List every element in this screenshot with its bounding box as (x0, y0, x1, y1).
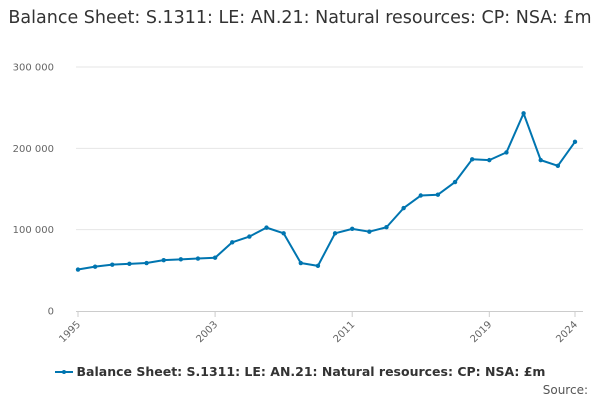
data-point[interactable] (230, 240, 235, 245)
data-point[interactable] (367, 229, 372, 234)
data-point[interactable] (298, 260, 303, 266)
data-point[interactable] (264, 225, 269, 230)
data-point[interactable] (384, 225, 389, 230)
data-point[interactable] (75, 267, 81, 272)
data-point[interactable] (110, 262, 115, 267)
legend-label: Balance Sheet: S.1311: LE: AN.21: Natura… (76, 364, 546, 379)
data-point[interactable] (487, 157, 492, 163)
data-point[interactable] (92, 264, 98, 269)
source-label: Source: (542, 383, 588, 397)
data-point[interactable] (144, 260, 149, 266)
data-point[interactable] (435, 192, 441, 197)
axes: 0 100 000 200 000 300 000 1995 2003 2011 2019 20… (13, 63, 583, 345)
data-point[interactable] (555, 163, 561, 169)
data-point[interactable] (281, 231, 286, 236)
y-tick-label: 200 000 (13, 144, 54, 155)
data-point[interactable] (127, 261, 132, 267)
legend[interactable]: Balance Sheet: S.1311: LE: AN.21: Natura… (0, 364, 600, 379)
data-point[interactable] (315, 263, 321, 269)
series-line (77, 112, 576, 271)
data-point[interactable] (195, 256, 201, 261)
y-tick-label: 300 000 (13, 63, 54, 74)
data-point[interactable] (212, 255, 218, 260)
x-tick-label: 2003 (194, 319, 220, 345)
data-point[interactable] (401, 205, 406, 211)
x-tick-label: 2011 (332, 319, 358, 345)
y-tick-label: 100 000 (13, 225, 54, 236)
chart-title: Balance Sheet: S.1311: LE: AN.21: Natura… (8, 8, 592, 28)
data-point[interactable] (161, 257, 166, 263)
data-point[interactable] (418, 193, 423, 198)
data-point[interactable] (452, 179, 458, 185)
data-point[interactable] (350, 226, 355, 232)
x-tick-label: 2024 (554, 319, 580, 345)
data-point[interactable] (178, 257, 184, 262)
data-point[interactable] (572, 139, 578, 145)
x-tick-label: 1995 (57, 319, 83, 345)
series-layer (75, 111, 578, 272)
data-point[interactable] (247, 234, 252, 239)
gridlines (76, 66, 583, 231)
data-point[interactable] (332, 231, 338, 236)
data-point[interactable] (504, 150, 509, 155)
x-tick-label: 2019 (469, 319, 495, 345)
data-point[interactable] (538, 157, 543, 163)
data-point[interactable] (469, 157, 475, 162)
data-point[interactable] (521, 111, 526, 116)
legend-swatch (54, 367, 73, 377)
y-tick-label: 0 (48, 307, 54, 318)
